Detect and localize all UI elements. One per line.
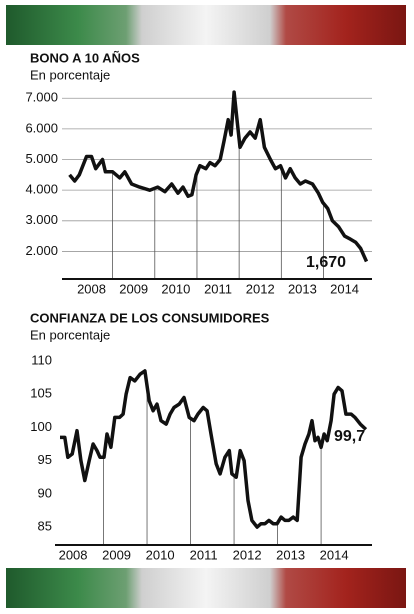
y-tick-label: 100: [30, 419, 52, 434]
x-tick-label: 2013: [276, 547, 305, 562]
y-tick-label: 85: [38, 518, 52, 533]
x-tick-label: 2011: [190, 547, 218, 562]
x-tick-label: 2010: [146, 547, 175, 562]
y-tick-label: 105: [30, 386, 52, 401]
x-tick-label: 2012: [233, 547, 262, 562]
x-tick-label: 2010: [161, 281, 190, 296]
flag-banner: [6, 568, 406, 608]
x-tick-label: 2013: [288, 281, 317, 296]
x-tick-label: 2012: [246, 281, 275, 296]
y-tick-label: 2.000: [25, 243, 58, 258]
y-tick-label: 90: [38, 485, 52, 500]
x-tick-label: 2014: [320, 547, 349, 562]
chart-subtitle: En porcentaje: [30, 67, 110, 82]
x-tick-label: 2009: [119, 281, 148, 296]
y-tick-label: 6.000: [25, 120, 58, 135]
y-tick-label: 3.000: [25, 212, 58, 227]
x-tick-label: 2011: [204, 281, 232, 296]
x-tick-label: 2009: [102, 547, 131, 562]
x-tick-label: 2008: [77, 281, 106, 296]
chart-title: CONFIANZA DE LOS CONSUMIDORES: [30, 310, 270, 325]
y-tick-label: 5.000: [25, 151, 58, 166]
data-line: [60, 369, 368, 529]
end-label: 1,670: [306, 254, 346, 271]
chart-title: BONO A 10 AÑOS: [30, 50, 140, 65]
y-tick-label: 110: [31, 352, 52, 367]
flag-banner: [6, 5, 406, 45]
x-tick-label: 2014: [330, 281, 359, 296]
y-tick-label: 95: [38, 452, 52, 467]
end-label: 99,7: [334, 428, 365, 445]
data-line: [68, 90, 369, 263]
y-tick-label: 7.000: [25, 90, 58, 105]
y-tick-label: 4.000: [25, 182, 58, 197]
chart-subtitle: En porcentaje: [30, 327, 110, 342]
x-tick-label: 2008: [59, 547, 88, 562]
